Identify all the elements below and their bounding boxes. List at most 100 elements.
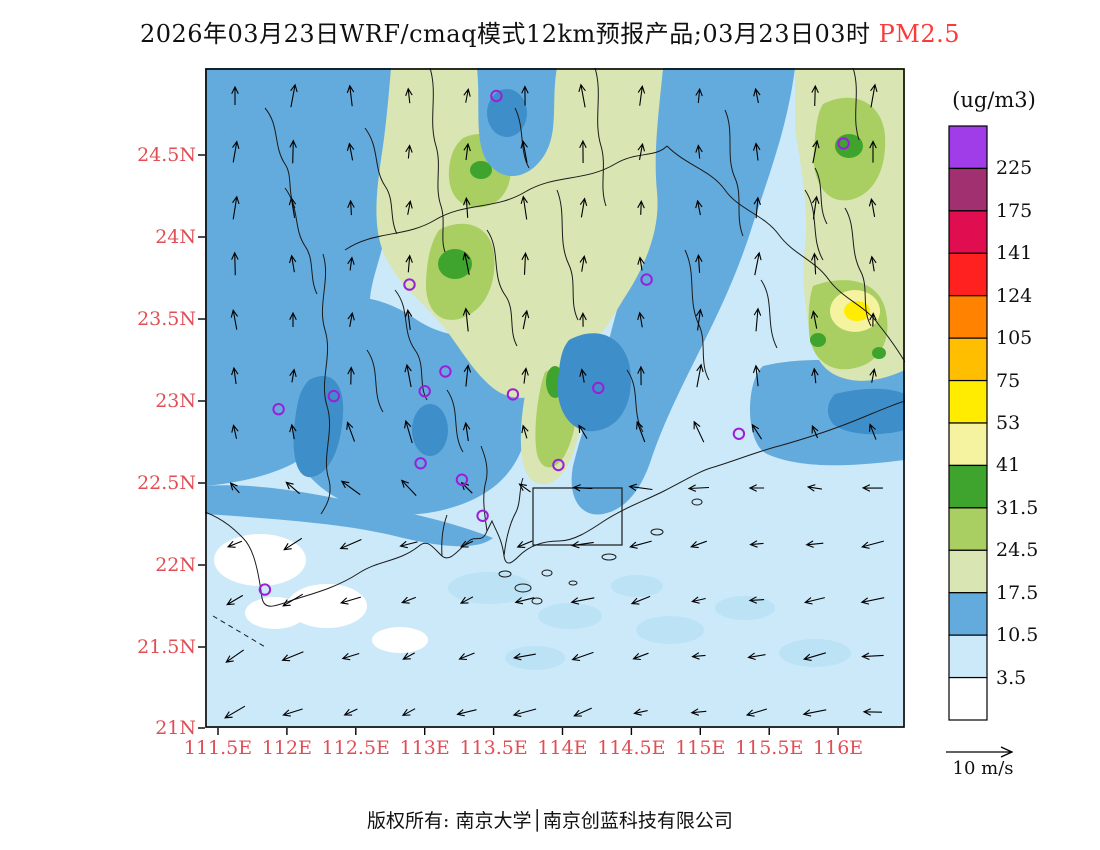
wind-arrow (282, 593, 304, 607)
lon-axis-label: 115E (675, 737, 726, 759)
wind-arrow (751, 423, 763, 440)
station-marker (640, 273, 653, 286)
wind-arrow (402, 652, 415, 660)
island-outline (601, 553, 617, 561)
wind-arrow (459, 596, 474, 604)
wind-arrow (401, 596, 416, 604)
wind-arrow (754, 251, 762, 276)
wind-arrow (860, 540, 884, 549)
wind-arrow (578, 424, 588, 439)
wind-arrow (637, 256, 645, 271)
contour-region (557, 333, 631, 432)
wind-arrow (341, 652, 360, 661)
wind-arrow (463, 88, 471, 103)
lon-axis-label: 112.5E (321, 737, 390, 759)
wind-arrow (748, 596, 765, 604)
lat-axis-label: 21.5N (137, 636, 196, 658)
station-marker (490, 89, 503, 103)
wind-arrow (862, 708, 883, 716)
wind-arrow (347, 256, 355, 271)
colorbar-band (948, 125, 988, 170)
wind-arrow (521, 309, 530, 330)
station-marker (258, 583, 272, 596)
colorbar-level-label: 225 (996, 157, 1033, 180)
wind-arrow (812, 139, 820, 164)
wind-arrow (632, 652, 649, 661)
chart-title-pollutant: PM2.5 (870, 20, 961, 48)
wind-arrow (869, 140, 877, 163)
wind-arrow (521, 85, 529, 106)
wind-arrow (347, 366, 355, 385)
wind-arrow (810, 310, 819, 329)
wind-arrow (748, 484, 765, 492)
pm25-map (198, 68, 905, 735)
wind-arrow (805, 540, 824, 548)
wind-arrow (405, 199, 413, 215)
province-boundary (804, 189, 824, 261)
station-marker (439, 365, 452, 378)
contour-region (214, 534, 306, 586)
colorbar-level-label: 124 (996, 284, 1033, 307)
colorbar-level-label: 75 (996, 369, 1021, 392)
lon-axis-label: 114.5E (597, 737, 666, 759)
wind-arrow (462, 307, 471, 332)
wind-arrow (695, 87, 703, 103)
colorbar-band (948, 379, 988, 424)
wind-arrow (405, 144, 413, 159)
wind-arrow (456, 709, 477, 717)
wind-arrow (690, 540, 707, 549)
colorbar-level-label: 53 (996, 412, 1021, 434)
island-outline (691, 498, 703, 506)
colorbar-band (948, 252, 988, 297)
province-boundary (486, 229, 518, 347)
wind-arrow (695, 253, 703, 273)
station-marker (552, 458, 565, 472)
wind-arrow (347, 311, 355, 328)
province-boundary (626, 369, 644, 433)
reference-arrow-glyph (946, 746, 1014, 758)
lat-axis-label: 24.5N (137, 144, 196, 166)
wind-arrow (868, 423, 877, 440)
wind-arrow (628, 483, 653, 492)
colorbar-band (948, 507, 988, 551)
wind-arrow (288, 196, 297, 218)
wind-arrow (405, 87, 413, 104)
province-boundary (814, 167, 828, 225)
wind-arrow (695, 308, 704, 331)
wind-arrow (512, 708, 537, 717)
wind-arrow (691, 596, 706, 604)
lon-axis-label: 115.5E (735, 737, 804, 759)
wind-arrow (811, 84, 819, 107)
wind-arrow (463, 364, 472, 387)
contour-region (245, 597, 305, 629)
province-boundary (666, 145, 905, 363)
province-boundary (844, 207, 872, 327)
map-frame (205, 68, 905, 728)
wind-arrow (810, 252, 819, 275)
wind-arrow (811, 367, 819, 384)
colorbar-level-label: 24.5 (996, 539, 1039, 562)
chart-title: 2026年03月23日WRF/cmaq模式12km预报产品;03月23日03时 … (0, 14, 1100, 49)
station-marker (327, 389, 341, 403)
wind-arrow (340, 596, 361, 605)
wind-arrow (288, 254, 297, 273)
colorbar-band (948, 464, 988, 509)
province-boundary (684, 249, 710, 381)
wind-arrow (868, 197, 877, 217)
river-line (503, 477, 524, 557)
wind-arrow (573, 707, 592, 717)
island-outline (514, 583, 532, 593)
wind-arrow (747, 652, 766, 661)
province-boundary (852, 68, 860, 141)
contour-region (470, 161, 492, 179)
wind-arrow (289, 368, 297, 383)
colorbar-level-label: 10.5 (996, 624, 1039, 647)
wind-arrow (693, 420, 705, 443)
chart-title-main: 2026年03月23日WRF/cmaq模式12km预报产品;03月23日03时 (139, 20, 871, 48)
wind-arrow (637, 85, 646, 106)
wind-arrow (289, 139, 297, 164)
wind-arrow (346, 421, 356, 442)
wind-arrow (462, 196, 471, 218)
wind-arrow (745, 708, 768, 717)
station-marker (732, 427, 746, 440)
